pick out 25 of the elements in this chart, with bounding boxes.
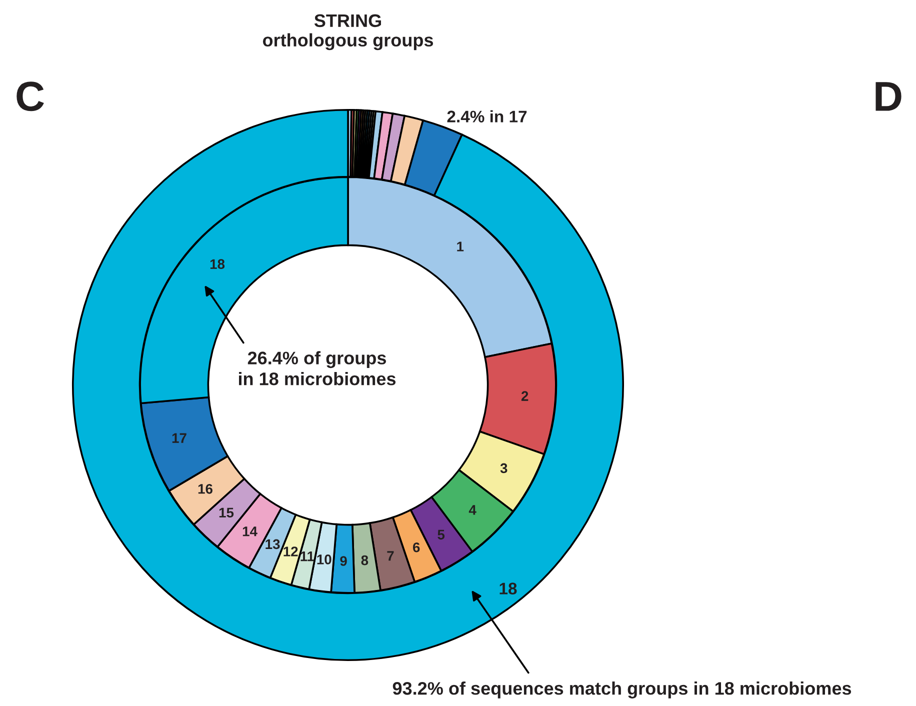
slice-label: 1 [457, 242, 464, 252]
slice-label: 13 [266, 539, 280, 550]
slice-label: 12 [284, 546, 298, 556]
text: C [16, 82, 44, 112]
text: 2.4% in 17 [447, 110, 527, 122]
slice-label: 2 [521, 391, 528, 401]
slice-label: 9 [340, 556, 347, 566]
slice-label: 4 [468, 505, 476, 515]
text: D [876, 82, 902, 111]
slice-label: 16 [198, 484, 212, 494]
slice-label: 6 [412, 542, 420, 552]
chart-title: STRING orthologous groups [262, 14, 434, 50]
slice-label: 17 [172, 433, 186, 443]
slice-label: 5 [438, 530, 445, 540]
slice-label: 7 [387, 551, 394, 561]
text: 26.4% of groups in 18 microbiomes [238, 351, 396, 386]
slice-label: 10 [317, 554, 332, 564]
slice-label: 15 [219, 508, 234, 518]
slice-label: 8 [361, 555, 368, 566]
text: 93.2% of sequences match groups in 18 microbiomes [392, 682, 852, 698]
slice-label: 11 [300, 552, 314, 562]
text: 18 [500, 582, 517, 594]
slice-label: 14 [242, 526, 258, 536]
slice-label: 18 [210, 259, 225, 270]
slice-label: 3 [500, 463, 508, 474]
